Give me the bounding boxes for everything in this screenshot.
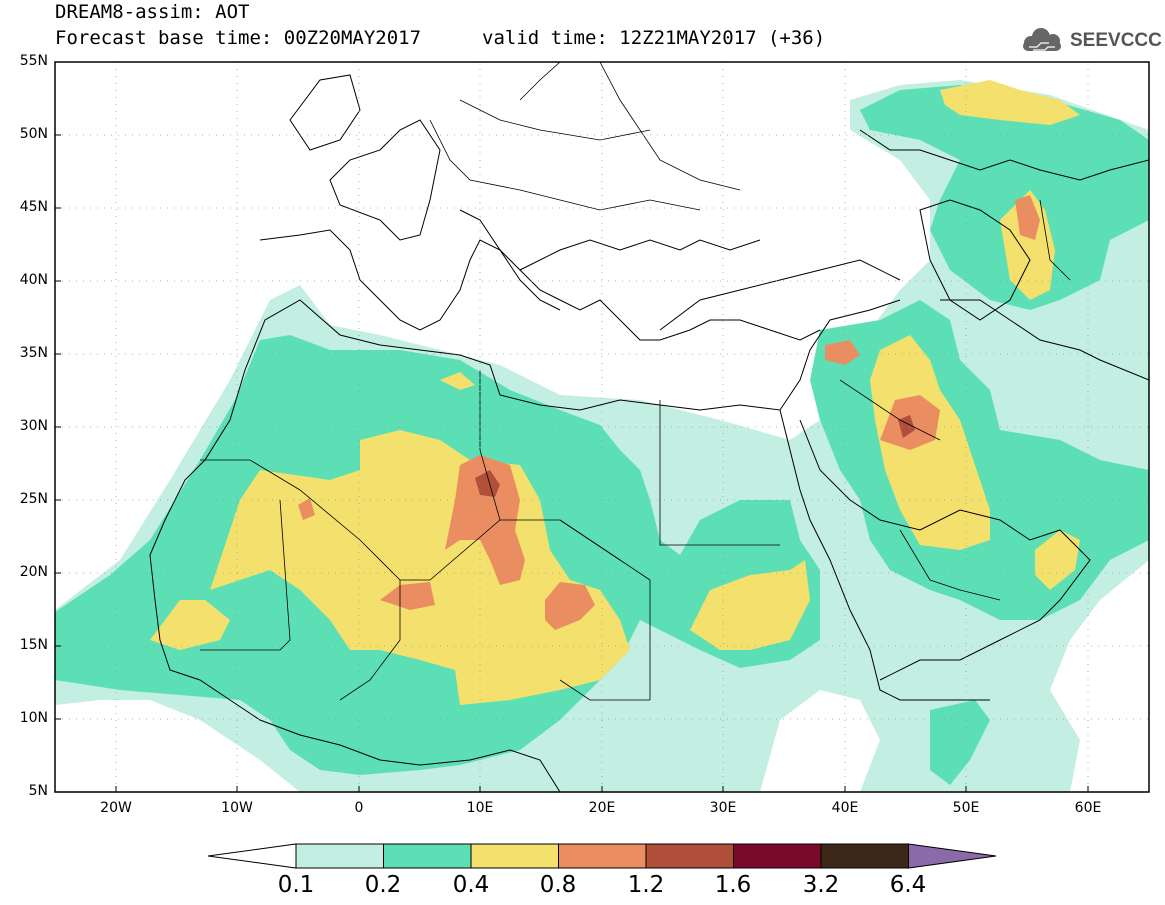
lon-label: 60E xyxy=(1074,800,1102,816)
lat-label: 50N xyxy=(19,126,48,142)
lat-label: 10N xyxy=(19,710,48,726)
colorbar-label: 6.4 xyxy=(889,872,927,898)
colorbar-bin-4 xyxy=(558,843,647,869)
lon-label: 10E xyxy=(466,800,494,816)
lon-label: 50E xyxy=(952,800,980,816)
colorbar-bin-3 xyxy=(470,843,559,869)
lon-label: 30E xyxy=(709,800,737,816)
colorbar-label: 0.4 xyxy=(452,872,490,898)
valid-time: valid time: 12Z21MAY2017 (+36) xyxy=(482,27,826,49)
lon-label: 10W xyxy=(221,800,253,816)
lat-label: 15N xyxy=(19,637,48,653)
tick-marks xyxy=(55,61,1089,793)
logo-text: SEEVCCC xyxy=(1070,30,1162,51)
coastlines xyxy=(149,74,1149,792)
lon-label: 0 xyxy=(354,800,364,816)
colorbar-label: 1.6 xyxy=(714,872,752,898)
map-title: DREAM8-assim: AOT xyxy=(55,1,250,23)
lat-label: 5N xyxy=(28,783,48,799)
colorbar xyxy=(207,843,997,869)
lat-label: 45N xyxy=(19,199,48,215)
colorbar-over-arrow xyxy=(908,843,997,869)
country-borders xyxy=(200,62,1071,701)
lat-label: 30N xyxy=(19,418,48,434)
lat-label: 40N xyxy=(19,272,48,288)
forecast-base-time: Forecast base time: 00Z20MAY2017 xyxy=(55,27,422,49)
lon-label: 20W xyxy=(100,800,132,816)
lat-label: 55N xyxy=(19,53,48,69)
colorbar-bin-2 xyxy=(383,843,472,869)
colorbar-label: 1.2 xyxy=(627,872,665,898)
colorbar-label: 0.8 xyxy=(539,872,577,898)
colorbar-label: 0.1 xyxy=(277,872,315,898)
colorbar-bin-6 xyxy=(733,843,822,869)
colorbar-label: 3.2 xyxy=(802,872,840,898)
lat-label: 25N xyxy=(19,491,48,507)
cloud-icon xyxy=(1023,28,1061,51)
colorbar-bin-7 xyxy=(820,843,909,869)
graticule xyxy=(55,62,1149,792)
lon-label: 40E xyxy=(831,800,859,816)
lon-label: 20E xyxy=(588,800,616,816)
aot-level-0.4 xyxy=(150,80,1080,705)
colorbar-bin-1 xyxy=(295,843,384,869)
lat-label: 35N xyxy=(19,345,48,361)
colorbar-under-arrow xyxy=(207,843,297,869)
colorbar-label: 0.2 xyxy=(364,872,402,898)
lat-label: 20N xyxy=(19,564,48,580)
colorbar-bin-5 xyxy=(645,843,734,869)
